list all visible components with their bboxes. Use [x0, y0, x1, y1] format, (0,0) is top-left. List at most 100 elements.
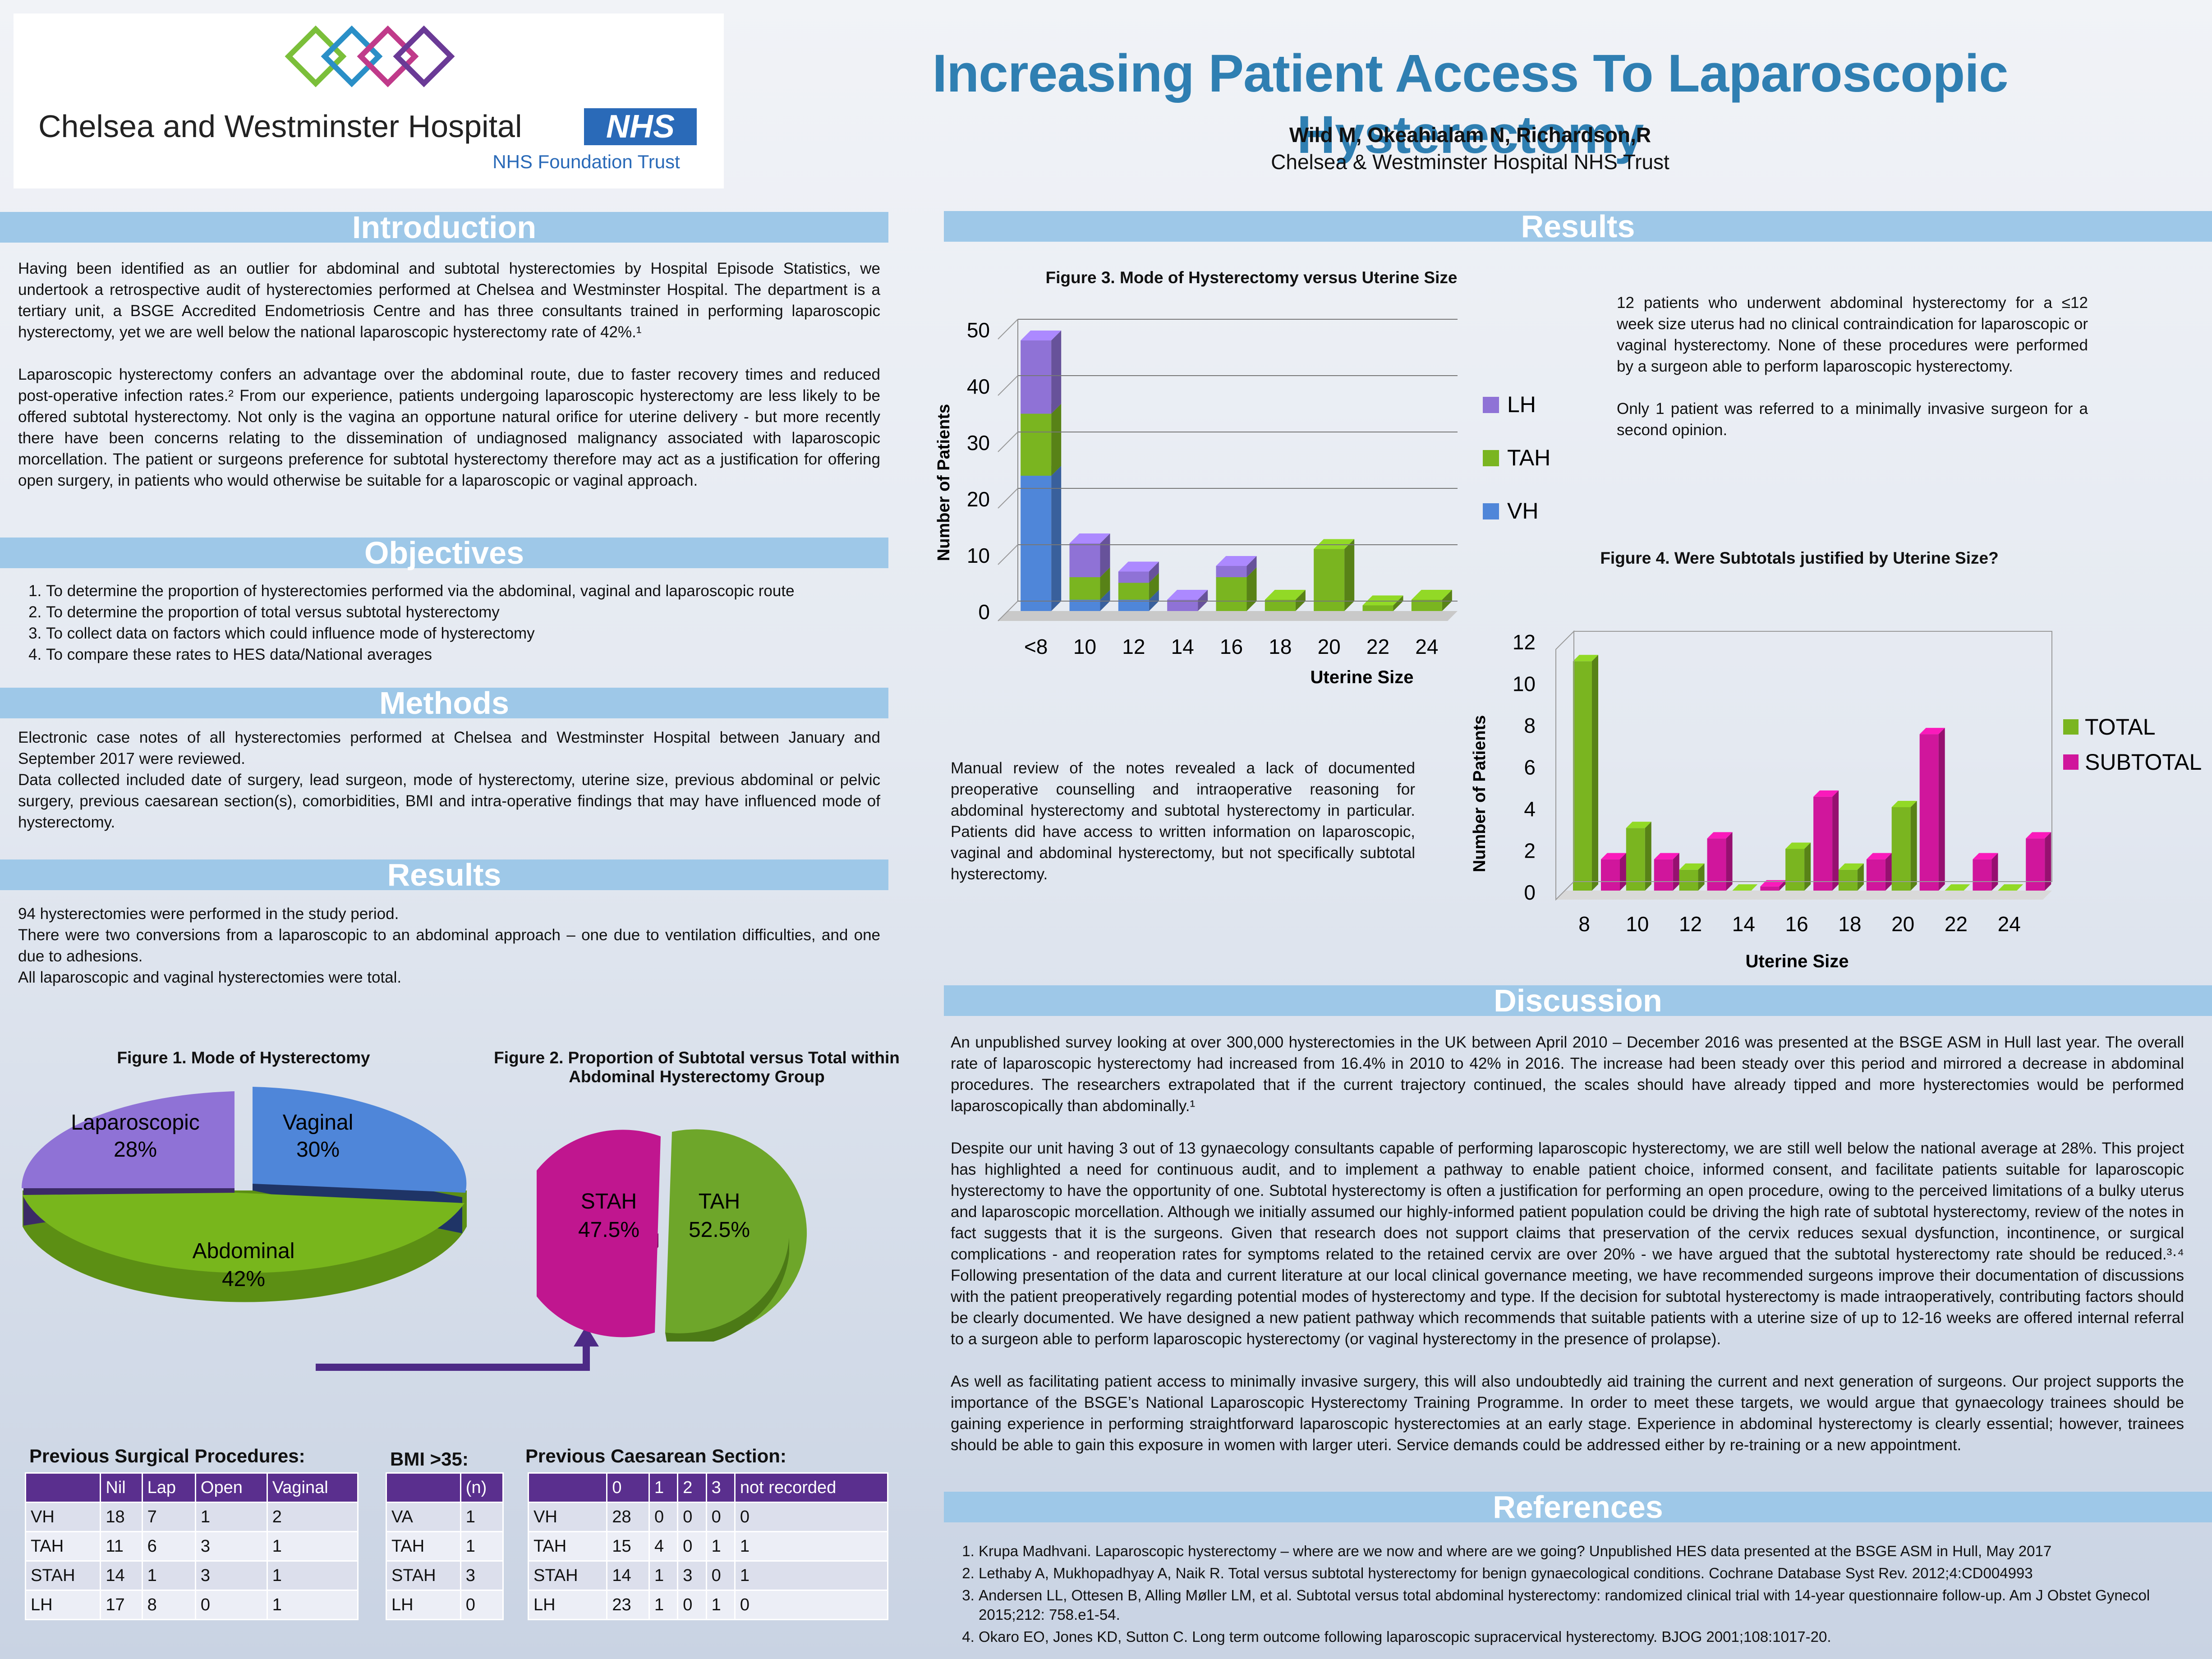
fig4-bar-subtotal-top [1813, 790, 1839, 797]
results-left-heading: Results [0, 859, 888, 891]
table-cell: 7 [141, 1502, 196, 1532]
objectives-list: To determine the proportion of hysterect… [18, 580, 889, 665]
fig4-bar-subtotal-front [1813, 796, 1833, 891]
table-cell: 14 [606, 1560, 650, 1591]
fig3-x-tick-label: 10 [1073, 635, 1096, 658]
introduction-heading: Introduction [0, 211, 888, 243]
fig3-bar-tah [1411, 590, 1452, 611]
fig3-stacked-bar-chart: 0 10 20 30 40 50 <8 10 12 14 16 18 20 22 24 LH TAH VH U… [934, 318, 1550, 687]
fig4-bar-total-top [1785, 842, 1811, 849]
methods-line: Electronic case notes of all hysterectom… [18, 729, 880, 767]
bmi-table: (n) VA 1 TAH 1 STAH 3 LH 0 [386, 1472, 504, 1620]
table-header-cell: Lap [141, 1472, 196, 1503]
table-cell: 0 [648, 1502, 679, 1532]
table-cell: 1 [141, 1560, 196, 1591]
fig4-bar-subtotal-side [1726, 832, 1733, 891]
logo-trust-name: NHS Foundation Trust [492, 151, 680, 172]
fig3-x-tick-label: 18 [1269, 635, 1292, 658]
fig4-bar-subtotal-front [1654, 859, 1673, 891]
fig1-vaginal-slice [253, 1087, 467, 1193]
table-header-cell: 3 [705, 1472, 736, 1503]
fig1-to-fig2-arrow-icon [316, 1326, 599, 1371]
fig3-floor [998, 611, 1458, 621]
fig4-bar-subtotal-front [2026, 838, 2045, 891]
fig4-bar-total-front [1785, 849, 1805, 891]
fig3-bar-lh-side [1149, 561, 1159, 583]
fig4-bar-total-side [1592, 655, 1598, 891]
table-cell: 17 [100, 1590, 143, 1620]
table-row: VH 18 7 1 2 [24, 1502, 359, 1532]
methods-heading: Methods [0, 687, 888, 719]
table-cell: TAH [386, 1531, 461, 1562]
fig4-bar-total-top [1732, 884, 1758, 891]
fig4-bar-subtotal-top [1707, 832, 1733, 839]
fig3-bar-tah-top [1314, 539, 1355, 549]
fig4-floor [1556, 891, 2052, 900]
fig4-bar-total [1891, 801, 1917, 891]
fig4-legend-label: TOTAL [2085, 714, 2156, 740]
methods-line: Data collected included date of surgery,… [18, 771, 880, 831]
fig3-bar-tah-top [1411, 590, 1452, 600]
fig3-y-axis-label: Number of Patients [934, 404, 953, 561]
reference-item: Krupa Madhvani. Laparoscopic hysterectom… [979, 1541, 2187, 1561]
fig3-bar-tah-front [1314, 549, 1345, 611]
fig1-pct-vaginal: 30% [296, 1138, 340, 1162]
fig1-pie-chart: Laparoscopic 28% Vaginal 30% Abdominal 4… [21, 1087, 467, 1302]
fig3-legend-swatch [1483, 503, 1499, 519]
table-cell: LH [386, 1590, 461, 1620]
fig3-y-ticks: 0 10 20 30 40 50 [967, 318, 1458, 624]
fig2-stah-slice [537, 1130, 661, 1337]
prev-surgery-table: Nil Lap Open Vaginal VH 18 7 1 2 TAH 11 6 3 1 ST… [24, 1472, 359, 1620]
methods-text: Electronic case notes of all hysterectom… [18, 727, 880, 833]
fig4-y-axis-label: Number of Patients [1470, 715, 1489, 872]
bmi-caption: BMI >35: [390, 1448, 469, 1470]
fig4-bar-subtotal [1973, 853, 1998, 891]
discussion-paragraph: As well as facilitating patient access t… [951, 1373, 2184, 1454]
results-line: All laparoscopic and vaginal hysterectom… [18, 969, 402, 986]
fig4-bar-subtotal-top [2026, 832, 2051, 839]
table-cell: 23 [606, 1590, 650, 1620]
table-header-cell: Vaginal [266, 1472, 359, 1503]
fig4-bar-total [1732, 884, 1758, 891]
fig3-tick-connector [998, 432, 1018, 452]
fig3-x-tick-label: 24 [1415, 635, 1438, 658]
fig3-tick-connector [998, 319, 1018, 340]
logo-nhs-badge: NHS [584, 108, 697, 145]
fig4-bar-subtotal-front [1760, 886, 1780, 891]
fig3-bar-lh-front [1021, 340, 1052, 414]
table-cell: STAH [24, 1560, 101, 1591]
fig4-bar-total-side [1804, 842, 1811, 891]
fig3-legend-label: TAH [1507, 445, 1550, 470]
table-cell: 28 [606, 1502, 650, 1532]
caesarean-table: 0 1 2 3 not recorded VH 28 0 0 0 0 TAH 15 4 0 1 1 … [527, 1472, 889, 1620]
table-cell: VH [527, 1502, 608, 1532]
fig4-x-tick-label: 20 [1891, 912, 1914, 936]
fig3-bar-lh [1021, 331, 1062, 414]
logo-diamonds-icon [285, 25, 455, 87]
table-cell: 3 [677, 1560, 707, 1591]
poster-authors: Wild M, Okeahialam N, Richardson,R [1289, 123, 1651, 147]
table-row: STAH 14 1 3 0 1 [527, 1560, 889, 1591]
fig1-pct-abdominal: 42% [222, 1267, 265, 1291]
table-cell: 2 [266, 1502, 359, 1532]
fig4-bar-total [1998, 884, 2023, 891]
fig2-pct-tah: 52.5% [689, 1218, 750, 1242]
fig1-pct-laparoscopic: 28% [114, 1138, 157, 1162]
fig4-bar-subtotal-top [1601, 853, 1626, 859]
fig4-y-tick-label: 12 [1513, 630, 1536, 654]
fig3-x-tick-label: <8 [1024, 635, 1048, 658]
fig4-x-axis-label: Uterine Size [1746, 951, 1849, 971]
table-header-row: 0 1 2 3 not recorded [527, 1472, 889, 1503]
fig4-bar-total [1838, 863, 1864, 891]
table-cell: 3 [194, 1531, 268, 1562]
fig4-bar-subtotal-top [1973, 853, 1998, 859]
table-cell: 4 [648, 1531, 679, 1562]
fig1-label-abdominal: Abdominal [193, 1239, 295, 1263]
results-line: 94 hysterectomies were performed in the … [18, 905, 399, 923]
fig4-bar-total-front [1838, 869, 1858, 891]
fig2-title: Figure 2. Proportion of Subtotal versus … [492, 1048, 902, 1086]
fig4-bar-subtotal-side [2045, 832, 2051, 891]
fig4-bar-total-side [1645, 822, 1651, 891]
table-row: LH 0 [386, 1590, 504, 1620]
fig3-y-tick-label: 0 [978, 600, 990, 624]
